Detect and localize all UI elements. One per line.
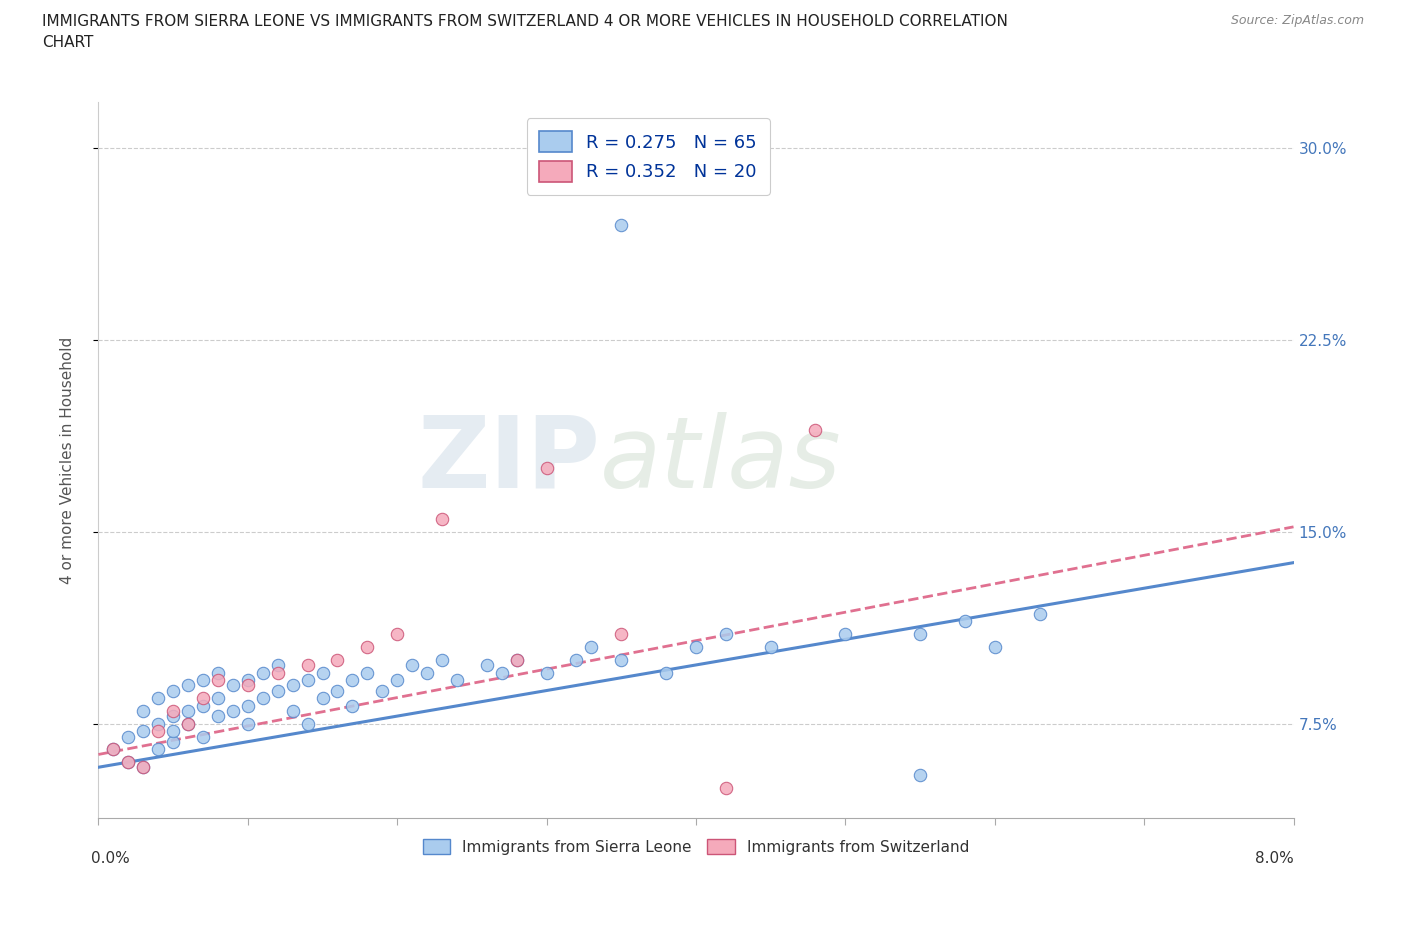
Point: [132, 724, 155, 738]
Point: [311, 665, 333, 680]
Point: [565, 653, 588, 668]
Point: [162, 735, 184, 750]
Point: [430, 512, 453, 526]
Point: [297, 673, 319, 688]
Text: 8.0%: 8.0%: [1254, 851, 1294, 866]
Point: [207, 673, 229, 688]
Point: [162, 683, 184, 698]
Point: [177, 703, 200, 718]
Point: [446, 673, 468, 688]
Point: [311, 691, 333, 706]
Point: [148, 724, 170, 738]
Point: [222, 703, 245, 718]
Point: [281, 678, 304, 693]
Point: [610, 218, 633, 232]
Point: [236, 673, 259, 688]
Text: Source: ZipAtlas.com: Source: ZipAtlas.com: [1230, 14, 1364, 27]
Point: [236, 698, 259, 713]
Point: [281, 703, 304, 718]
Point: [207, 709, 229, 724]
Point: [162, 709, 184, 724]
Point: [581, 640, 603, 655]
Point: [326, 653, 349, 668]
Point: [385, 627, 409, 642]
Point: [655, 665, 678, 680]
Y-axis label: 4 or more Vehicles in Household: 4 or more Vehicles in Household: [60, 337, 75, 584]
Point: [207, 691, 229, 706]
Point: [714, 780, 737, 795]
Point: [342, 673, 364, 688]
Point: [252, 665, 274, 680]
Text: ZIP: ZIP: [418, 412, 600, 509]
Point: [475, 658, 498, 672]
Point: [191, 673, 214, 688]
Point: [714, 627, 737, 642]
Point: [191, 729, 214, 744]
Point: [685, 640, 707, 655]
Point: [506, 653, 529, 668]
Point: [117, 755, 139, 770]
Point: [132, 760, 155, 775]
Point: [177, 678, 200, 693]
Point: [536, 665, 558, 680]
Point: [191, 698, 214, 713]
Point: [610, 653, 633, 668]
Point: [207, 665, 229, 680]
Legend: Immigrants from Sierra Leone, Immigrants from Switzerland: Immigrants from Sierra Leone, Immigrants…: [416, 832, 976, 861]
Point: [267, 665, 290, 680]
Point: [430, 653, 453, 668]
Point: [401, 658, 423, 672]
Point: [162, 703, 184, 718]
Point: [834, 627, 856, 642]
Point: [177, 716, 200, 731]
Point: [984, 640, 1007, 655]
Point: [103, 742, 125, 757]
Point: [953, 614, 976, 629]
Text: IMMIGRANTS FROM SIERRA LEONE VS IMMIGRANTS FROM SWITZERLAND 4 OR MORE VEHICLES I: IMMIGRANTS FROM SIERRA LEONE VS IMMIGRAN…: [42, 14, 1008, 29]
Point: [191, 691, 214, 706]
Text: atlas: atlas: [600, 412, 842, 509]
Point: [297, 716, 319, 731]
Point: [148, 716, 170, 731]
Point: [491, 665, 513, 680]
Point: [342, 698, 364, 713]
Point: [908, 627, 931, 642]
Point: [371, 683, 394, 698]
Point: [103, 742, 125, 757]
Point: [236, 678, 259, 693]
Point: [148, 691, 170, 706]
Point: [162, 724, 184, 738]
Point: [222, 678, 245, 693]
Point: [252, 691, 274, 706]
Point: [148, 742, 170, 757]
Point: [236, 716, 259, 731]
Point: [506, 653, 529, 668]
Text: CHART: CHART: [42, 35, 94, 50]
Point: [267, 658, 290, 672]
Point: [132, 760, 155, 775]
Point: [536, 460, 558, 475]
Point: [908, 767, 931, 782]
Point: [385, 673, 409, 688]
Text: 0.0%: 0.0%: [91, 851, 131, 866]
Point: [117, 729, 139, 744]
Point: [297, 658, 319, 672]
Point: [356, 665, 378, 680]
Point: [132, 703, 155, 718]
Point: [177, 716, 200, 731]
Point: [326, 683, 349, 698]
Point: [804, 422, 827, 437]
Point: [1028, 606, 1050, 621]
Point: [610, 627, 633, 642]
Point: [759, 640, 782, 655]
Point: [416, 665, 439, 680]
Point: [117, 755, 139, 770]
Point: [267, 683, 290, 698]
Point: [356, 640, 378, 655]
